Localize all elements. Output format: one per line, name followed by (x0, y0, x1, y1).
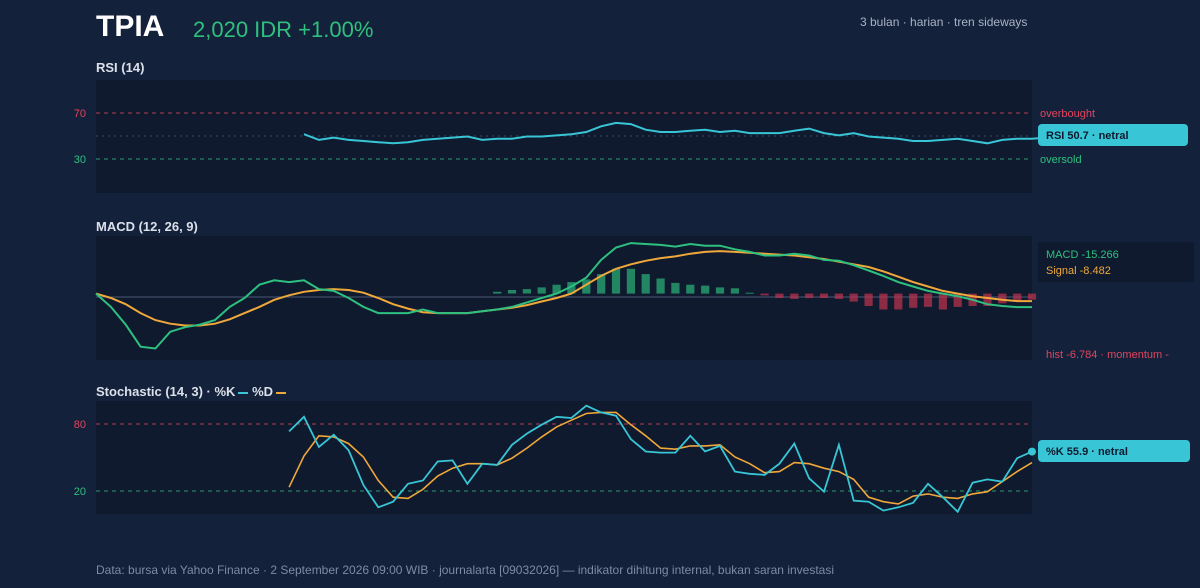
rsi-value-label: RSI 50.7 · netral (1046, 130, 1129, 142)
ticker-symbol: TPIA (96, 10, 165, 43)
stoch-value-pill (1038, 440, 1190, 462)
macd-hist-bar (715, 287, 725, 294)
macd-hist-bar (938, 293, 947, 310)
macd-hist-bar (745, 292, 754, 294)
stoch-title: Stochastic (14, 3) · %K %D (96, 384, 287, 399)
macd-title: MACD (12, 26, 9) (96, 219, 198, 234)
macd-hist-bar (730, 288, 739, 294)
k-legend-swatch (238, 391, 249, 394)
macd-hist-bar (537, 287, 546, 294)
macd-hist-bar (849, 293, 858, 302)
macd-hist-bar (507, 290, 517, 294)
macd-hist-bar (834, 293, 843, 299)
stoch-value-label: %K 55.9 · netral (1046, 446, 1128, 458)
macd-line (95, 242, 1032, 350)
stoch-tick-20: 20 (74, 486, 86, 498)
stoch-last-point (1028, 447, 1036, 456)
footer-note: Data: bursa via Yahoo Finance · 2 Septem… (96, 563, 834, 577)
macd-hist-bar (894, 293, 903, 310)
macd-hist-bar (611, 268, 621, 294)
macd-hist-bar (1027, 293, 1037, 300)
macd-hist-bar (909, 293, 918, 308)
macd-hist-bar (1013, 293, 1022, 302)
rsi-line (303, 121, 1062, 145)
macd-hist-bar (567, 282, 576, 294)
signal-value-label: Signal -8.482 (1046, 265, 1111, 277)
macd-hist-bar (671, 282, 680, 294)
rsi-title: RSI (14) (96, 60, 145, 75)
macd-histogram (493, 268, 1037, 310)
macd-hist-bar (493, 291, 502, 294)
rsi-tick-70: 70 (74, 108, 86, 120)
rsi-value-pill (1038, 124, 1188, 146)
macd-hist-bar (656, 278, 665, 294)
macd-hist-bar (923, 293, 933, 307)
macd-hist-bar (522, 289, 531, 294)
macd-value-label: MACD -15.266 (1046, 249, 1119, 261)
macd-hist-bar (864, 293, 873, 306)
macd-hist-bar (597, 274, 606, 294)
stoch-k-line (288, 404, 1033, 514)
price-change: 2,020 IDR +1.00% (193, 17, 374, 42)
macd-hist-bar (790, 293, 799, 299)
macd-signal-line (95, 250, 1032, 327)
macd-hist-bar (686, 284, 695, 294)
macd-hist-bar (775, 293, 784, 298)
macd-hist-bar (701, 285, 710, 294)
macd-hist-bar (983, 293, 992, 306)
macd-hist-bar (953, 293, 962, 307)
macd-legend-box (1038, 242, 1194, 282)
stoch-tick-80: 80 (74, 419, 86, 431)
macd-hist-bar (760, 293, 769, 296)
macd-hist-bar (626, 268, 635, 294)
macd-panel (96, 236, 1032, 360)
chart-subtitle: 3 bulan · harian · tren sideways (860, 15, 1028, 29)
macd-hist-bar (582, 279, 591, 294)
rsi-tick-30: 30 (74, 154, 86, 166)
macd-hist-bar (998, 293, 1007, 304)
rsi-overbought-label: overbought (1040, 108, 1095, 120)
stoch-d-legend: %D (252, 384, 274, 399)
rsi-oversold-label: oversold (1040, 154, 1082, 166)
macd-hist-bar (819, 293, 829, 298)
d-legend-swatch (276, 391, 287, 394)
hist-value-label: hist -6.784 · momentum - (1046, 349, 1169, 361)
stoch-d-line (288, 411, 1033, 505)
macd-hist-bar (805, 293, 814, 298)
macd-hist-bar (552, 284, 561, 294)
macd-hist-bar (641, 274, 650, 294)
stoch-title-text: Stochastic (14, 3) · %K (96, 384, 236, 399)
stoch-panel (96, 401, 1032, 514)
macd-hist-bar (879, 293, 888, 310)
